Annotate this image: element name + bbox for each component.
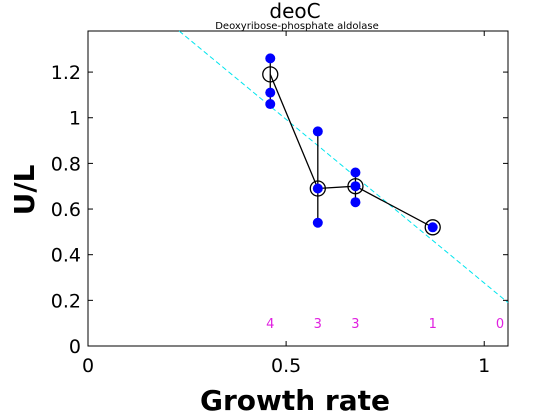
count-label: 3 [351,317,359,332]
chart-title: deoC [269,0,320,23]
chart-subtitle: Deoxyribose-phosphate aldolase [215,21,379,32]
data-points-layer [265,53,438,233]
y-tick-label: 0.4 [51,245,81,267]
y-tick-label: 0.8 [51,153,81,175]
y-tick-label: 1.2 [51,62,81,84]
y-tick-label: 0 [69,336,81,358]
mean-marker [309,180,326,197]
mean-markers-layer [262,66,441,236]
axes-box [87,30,509,347]
x-tick-label: 0.5 [271,355,301,377]
x-tick-label: 0 [82,355,94,377]
mean-connector [269,74,434,228]
x-axis-label: Growth rate [200,384,390,417]
y-axis-ticks: 0 0.2 0.4 0.6 0.8 1 1.2 [51,62,508,358]
data-point [350,181,361,192]
data-point [312,183,323,194]
x-tick-label: 1 [478,355,490,377]
count-labels-layer: 4 3 3 1 0 [266,317,504,332]
y-tick-label: 0.2 [51,290,81,312]
fit-line-layer [178,30,509,304]
count-label: 3 [314,317,322,332]
mean-marker [424,219,441,236]
y-tick-label: 0.6 [51,199,81,221]
data-point [350,167,361,178]
data-point [265,53,276,64]
count-label: 1 [429,317,437,332]
fit-line [178,30,509,304]
data-point [312,126,323,137]
mean-marker [262,66,279,83]
data-point [427,222,438,233]
plot-area: 4 3 3 1 0 [87,30,509,347]
y-axis-label: U/L [8,164,41,215]
data-point [265,87,276,98]
count-label: 0 [496,317,504,332]
y-tick-label: 1 [69,108,81,130]
mean-marker [347,178,364,195]
data-point [265,99,276,110]
count-label: 4 [266,317,274,332]
x-axis-ticks: 0 0.5 1 [82,31,490,377]
data-point [350,197,361,208]
data-point [312,217,323,228]
